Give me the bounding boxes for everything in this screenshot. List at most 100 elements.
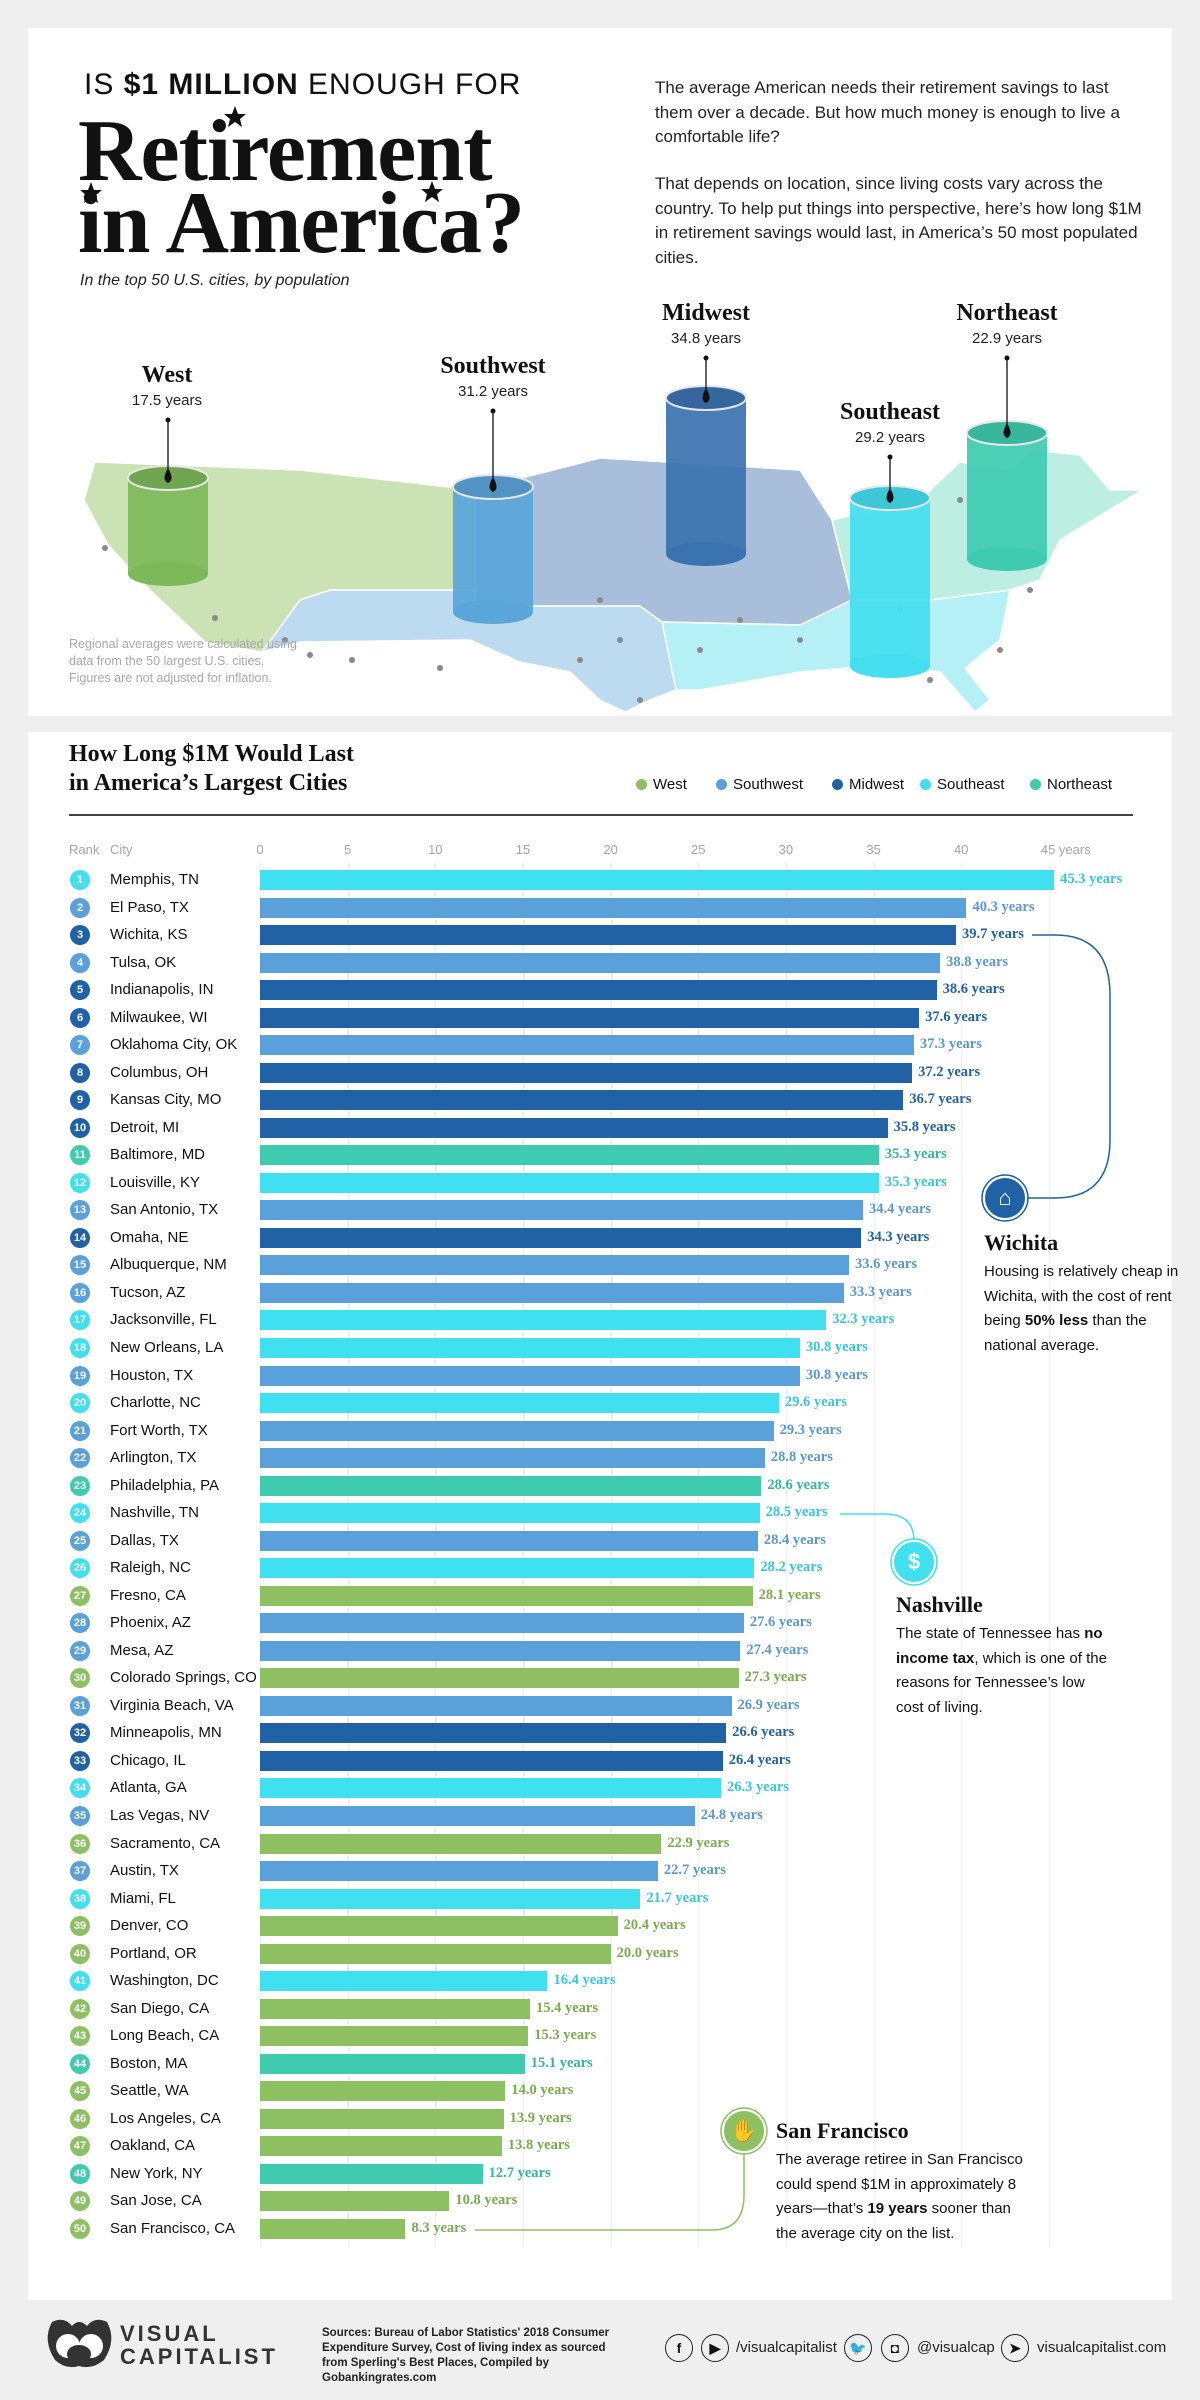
region-value-southeast: 29.2 years (854, 429, 926, 446)
value-label: 37.2 years (918, 1063, 981, 1080)
kicker-pre: IS (84, 68, 124, 101)
social-link-visualcapitalist[interactable]: /visualcapitalist (736, 2339, 837, 2356)
annotation-highlight: no income tax (896, 1625, 1103, 1667)
bar-milwaukee (260, 1007, 920, 1028)
x-tick-label: 40 (953, 842, 969, 857)
website-link[interactable]: visualcapitalist.com (1037, 2339, 1167, 2356)
city-label: Colorado Springs, CO (110, 1669, 257, 1687)
icon-ring (892, 1540, 936, 1584)
city-label: Charlotte, NC (110, 1394, 201, 1412)
value-label: 28.2 years (760, 1559, 823, 1576)
value-label: 37.3 years (919, 1036, 982, 1053)
cylinder-southeast (849, 454, 931, 678)
youtube-icon[interactable]: ▶ (701, 2334, 729, 2362)
annotation-text: The state of Tennessee has no income tax… (896, 1622, 1111, 1720)
value-label: 29.6 years (784, 1394, 847, 1411)
cursor-icon[interactable]: ➤ (1001, 2334, 1029, 2362)
rank-badge: 12 (70, 1172, 90, 1193)
pin-drop-icon (164, 468, 172, 483)
city-label: Fort Worth, TX (110, 1421, 208, 1439)
receipt-tax-icon: $ (907, 1549, 921, 1574)
divider (69, 814, 1133, 816)
city-label: Kansas City, MO (110, 1091, 222, 1109)
bar-sacramento (260, 1833, 662, 1854)
annotation-title: San Francisco (776, 2118, 909, 2143)
city-dot (212, 615, 218, 621)
city-label: Detroit, MI (110, 1118, 180, 1136)
icon-ring (983, 1176, 1027, 1220)
rank-badge: 22 (70, 1448, 90, 1469)
value-label: 15.1 years (530, 2054, 593, 2071)
x-tick-label: 5 (344, 842, 352, 857)
value-label: 27.3 years (744, 1669, 807, 1686)
city-label: Virginia Beach, VA (110, 1696, 234, 1714)
value-label: 34.3 years (867, 1228, 930, 1245)
legend-swatch (1030, 779, 1041, 790)
cylinder-southwest (452, 408, 534, 624)
city-label: Jacksonville, FL (110, 1311, 217, 1329)
bar-fort-worth (260, 1420, 774, 1441)
city-label: Philadelphia, PA (110, 1476, 219, 1494)
annotation-connectors (475, 934, 1111, 2231)
pin-head (887, 454, 893, 460)
instagram-icon[interactable]: ◘ (881, 2334, 909, 2362)
subtitle: In the top 50 U.S. cities, by population (80, 272, 350, 289)
rank-header: Rank (69, 842, 100, 857)
brand-wordmark: VISUAL CAPITALIST (120, 2322, 278, 2368)
city-label: Albuquerque, NM (110, 1256, 227, 1274)
rank-badge: 9 (70, 1090, 90, 1111)
rank-badge: 6 (70, 1007, 90, 1028)
legend-label: Southwest (733, 776, 804, 793)
city-label: San Jose, CA (110, 2192, 202, 2210)
cylinder-base (850, 654, 930, 678)
bar-boston (260, 2053, 525, 2074)
bar-philadelphia (260, 1475, 762, 1496)
social-link-visualcap[interactable]: @visualcap (917, 2339, 995, 2356)
city-dot (577, 657, 583, 663)
rank-badge: 39 (70, 1916, 90, 1937)
cylinder-base (453, 600, 533, 624)
city-label: Milwaukee, WI (110, 1008, 208, 1026)
rank-badge: 21 (70, 1420, 90, 1441)
rank-badge: 32 (70, 1723, 90, 1744)
gridline (961, 862, 963, 2247)
bar-virginia-beach (260, 1695, 732, 1716)
intro-paragraph-2: That depends on location, since living c… (655, 174, 1142, 267)
bar-mesa (260, 1640, 741, 1661)
rank-badge: 34 (70, 1778, 90, 1799)
city-label: Raleigh, NC (110, 1559, 191, 1577)
legend-swatch (716, 779, 727, 790)
rank-badge: 47 (70, 2136, 90, 2157)
rank-badge: 37 (70, 1861, 90, 1882)
rank-badge: 40 (70, 1943, 90, 1964)
value-label: 40.3 years (972, 898, 1035, 915)
cylinder-body (453, 487, 533, 612)
city-label: New York, NY (110, 2164, 203, 2182)
rank-badge: 19 (70, 1365, 90, 1386)
city-label: Atlanta, GA (110, 1779, 187, 1797)
gridline (522, 862, 524, 2247)
bar-colorado-springs (260, 1668, 739, 1689)
connector-wichita (1027, 934, 1111, 1199)
value-label: 30.8 years (805, 1366, 868, 1383)
city-dot (307, 652, 313, 658)
rank-badge: 17 (70, 1310, 90, 1331)
legend-swatch (636, 779, 647, 790)
bar-albuquerque (260, 1255, 849, 1276)
rank-badge: 28 (70, 1613, 90, 1634)
bar-washington (260, 1971, 548, 1992)
rank-badge: 44 (70, 2053, 90, 2074)
gridline (260, 862, 261, 2247)
value-label: 39.7 years (961, 926, 1024, 943)
legend-item-west: West (636, 776, 687, 793)
legend-item-midwest: Midwest (832, 776, 904, 793)
title-stars (80, 106, 443, 203)
rank-badge: 2 (70, 897, 90, 918)
value-label: 28.4 years (763, 1531, 826, 1548)
facebook-icon[interactable]: f (665, 2334, 693, 2362)
rank-badge: 10 (70, 1117, 90, 1138)
twitter-icon[interactable]: 🐦 (844, 2334, 872, 2362)
bar-omaha (260, 1227, 862, 1248)
region-value-northeast: 22.9 years (971, 330, 1043, 347)
bar-austin (260, 1861, 658, 1882)
